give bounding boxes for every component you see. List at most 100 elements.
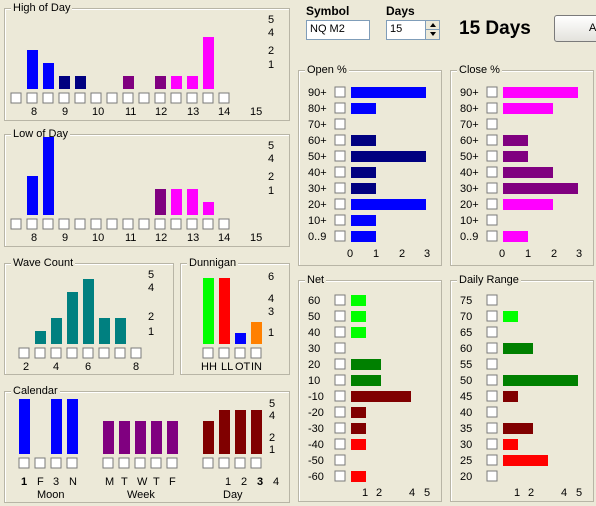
row-checkbox[interactable]	[486, 342, 498, 354]
row-checkbox[interactable]	[334, 118, 346, 130]
bar-checkbox[interactable]	[202, 347, 214, 359]
row-checkbox[interactable]	[486, 438, 498, 450]
bar-checkbox[interactable]	[58, 92, 70, 104]
row-checkbox[interactable]	[334, 294, 346, 306]
row-checkbox[interactable]	[334, 166, 346, 178]
bar-checkbox[interactable]	[186, 218, 198, 230]
row-checkbox[interactable]	[486, 214, 498, 226]
bar-checkbox[interactable]	[202, 457, 214, 469]
bar-checkbox[interactable]	[114, 347, 126, 359]
bar-checkbox[interactable]	[18, 347, 30, 359]
row-checkbox[interactable]	[486, 454, 498, 466]
bar-checkbox[interactable]	[106, 218, 118, 230]
row-checkbox[interactable]	[334, 406, 346, 418]
row-checkbox[interactable]	[486, 422, 498, 434]
bar-checkbox[interactable]	[82, 347, 94, 359]
bar-checkbox[interactable]	[66, 347, 78, 359]
bar-checkbox[interactable]	[122, 218, 134, 230]
bar-checkbox[interactable]	[118, 457, 130, 469]
bar-checkbox[interactable]	[218, 457, 230, 469]
row-checkbox[interactable]	[334, 102, 346, 114]
bar-checkbox[interactable]	[122, 92, 134, 104]
row-checkbox[interactable]	[334, 470, 346, 482]
bar-checkbox[interactable]	[74, 218, 86, 230]
row-checkbox[interactable]	[334, 198, 346, 210]
row-checkbox[interactable]	[486, 390, 498, 402]
bar-checkbox[interactable]	[154, 92, 166, 104]
row-checkbox[interactable]	[334, 438, 346, 450]
row-checkbox[interactable]	[486, 310, 498, 322]
bar-checkbox[interactable]	[90, 92, 102, 104]
bar-checkbox[interactable]	[66, 457, 78, 469]
bar-checkbox[interactable]	[42, 92, 54, 104]
row-checkbox[interactable]	[334, 214, 346, 226]
row-checkbox[interactable]	[486, 166, 498, 178]
bar-checkbox[interactable]	[234, 347, 246, 359]
row-checkbox[interactable]	[486, 470, 498, 482]
row-checkbox[interactable]	[334, 342, 346, 354]
row-checkbox[interactable]	[486, 134, 498, 146]
row-checkbox[interactable]	[334, 390, 346, 402]
bar-checkbox[interactable]	[50, 347, 62, 359]
row-checkbox[interactable]	[486, 150, 498, 162]
bar-checkbox[interactable]	[26, 218, 38, 230]
row-checkbox[interactable]	[486, 374, 498, 386]
row-checkbox[interactable]	[486, 230, 498, 242]
bar-checkbox[interactable]	[166, 457, 178, 469]
row-checkbox[interactable]	[334, 422, 346, 434]
bar-checkbox[interactable]	[138, 92, 150, 104]
bar-checkbox[interactable]	[130, 347, 142, 359]
bar-checkbox[interactable]	[34, 457, 46, 469]
bar-checkbox[interactable]	[218, 218, 230, 230]
bar-checkbox[interactable]	[90, 218, 102, 230]
bar-checkbox[interactable]	[42, 218, 54, 230]
row-checkbox[interactable]	[486, 406, 498, 418]
row-checkbox[interactable]	[486, 326, 498, 338]
bar-checkbox[interactable]	[18, 457, 30, 469]
bar-checkbox[interactable]	[170, 218, 182, 230]
bar-checkbox[interactable]	[74, 92, 86, 104]
days-spinner[interactable]: 15	[386, 20, 440, 40]
row-checkbox[interactable]	[334, 150, 346, 162]
bar-checkbox[interactable]	[50, 457, 62, 469]
bar-checkbox[interactable]	[10, 218, 22, 230]
row-checkbox[interactable]	[334, 182, 346, 194]
bar-checkbox[interactable]	[58, 218, 70, 230]
bar-checkbox[interactable]	[202, 92, 214, 104]
bar-checkbox[interactable]	[26, 92, 38, 104]
row-checkbox[interactable]	[486, 198, 498, 210]
bar-checkbox[interactable]	[218, 347, 230, 359]
all-button[interactable]: All	[554, 15, 596, 42]
row-checkbox[interactable]	[486, 86, 498, 98]
bar-checkbox[interactable]	[186, 92, 198, 104]
spin-down-icon[interactable]	[425, 30, 439, 39]
bar-checkbox[interactable]	[98, 347, 110, 359]
bar-checkbox[interactable]	[34, 347, 46, 359]
bar-checkbox[interactable]	[202, 218, 214, 230]
row-checkbox[interactable]	[486, 118, 498, 130]
spin-up-icon[interactable]	[425, 21, 439, 30]
bar-checkbox[interactable]	[10, 92, 22, 104]
row-checkbox[interactable]	[334, 358, 346, 370]
symbol-input[interactable]: NQ M2	[306, 20, 370, 40]
row-checkbox[interactable]	[334, 326, 346, 338]
bar-checkbox[interactable]	[250, 347, 262, 359]
row-checkbox[interactable]	[486, 182, 498, 194]
bar-checkbox[interactable]	[102, 457, 114, 469]
row-checkbox[interactable]	[486, 358, 498, 370]
bar-checkbox[interactable]	[218, 92, 230, 104]
bar-checkbox[interactable]	[150, 457, 162, 469]
bar-checkbox[interactable]	[106, 92, 118, 104]
row-checkbox[interactable]	[486, 294, 498, 306]
bar-checkbox[interactable]	[234, 457, 246, 469]
bar-checkbox[interactable]	[138, 218, 150, 230]
row-checkbox[interactable]	[334, 310, 346, 322]
bar-checkbox[interactable]	[154, 218, 166, 230]
bar-checkbox[interactable]	[250, 457, 262, 469]
row-checkbox[interactable]	[334, 374, 346, 386]
row-checkbox[interactable]	[334, 230, 346, 242]
row-checkbox[interactable]	[334, 454, 346, 466]
bar-checkbox[interactable]	[170, 92, 182, 104]
row-checkbox[interactable]	[334, 134, 346, 146]
bar-checkbox[interactable]	[134, 457, 146, 469]
